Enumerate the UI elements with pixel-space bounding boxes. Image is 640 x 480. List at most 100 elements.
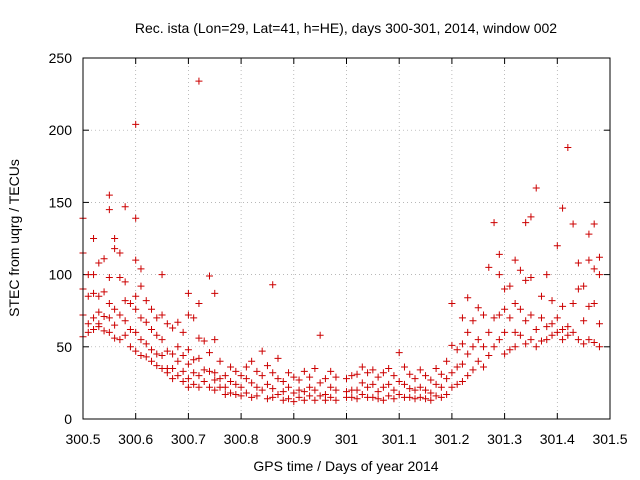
data-point — [242, 363, 250, 371]
data-point — [490, 314, 498, 322]
data-point — [132, 328, 140, 336]
data-point — [285, 383, 293, 391]
data-point — [190, 380, 198, 388]
data-point — [158, 271, 166, 279]
data-point — [142, 318, 150, 326]
data-point — [327, 367, 335, 375]
data-point — [358, 363, 366, 371]
data-point — [274, 354, 282, 362]
data-point — [121, 203, 129, 211]
data-point — [195, 77, 203, 85]
data-point — [395, 349, 403, 357]
data-point — [300, 396, 308, 404]
x-tick-label: 301.2 — [434, 431, 469, 447]
data-point — [458, 314, 466, 322]
data-point — [95, 323, 103, 331]
data-point — [559, 325, 567, 333]
data-point — [163, 347, 171, 355]
data-point — [485, 263, 493, 271]
data-point — [253, 383, 261, 391]
data-point — [379, 396, 387, 404]
data-point — [585, 230, 593, 238]
data-point — [474, 336, 482, 344]
data-point — [190, 356, 198, 364]
x-tick-label: 300.5 — [65, 431, 100, 447]
data-point — [369, 380, 377, 388]
data-point — [537, 292, 545, 300]
data-point — [495, 336, 503, 344]
data-point — [548, 320, 556, 328]
data-point — [400, 363, 408, 371]
data-point — [358, 390, 366, 398]
data-point — [111, 321, 119, 329]
data-point — [174, 343, 182, 351]
data-point — [585, 302, 593, 310]
data-point — [374, 388, 382, 396]
data-point — [590, 265, 598, 273]
data-point — [179, 377, 187, 385]
data-point — [153, 350, 161, 358]
data-point — [253, 367, 261, 375]
data-point — [142, 353, 150, 361]
data-point — [485, 328, 493, 336]
x-tick-label: 300.9 — [276, 431, 311, 447]
data-point — [327, 393, 335, 401]
data-point — [232, 367, 240, 375]
data-point — [464, 350, 472, 358]
data-point — [184, 375, 192, 383]
data-point — [248, 379, 256, 387]
data-point — [501, 305, 509, 313]
data-point — [121, 278, 129, 286]
data-point — [437, 393, 445, 401]
data-point — [574, 259, 582, 267]
data-point — [332, 373, 340, 381]
data-point — [232, 390, 240, 398]
data-point — [274, 390, 282, 398]
data-point — [279, 388, 287, 396]
plot-frame — [82, 57, 611, 420]
data-point — [416, 393, 424, 401]
data-point — [432, 380, 440, 388]
data-point — [316, 392, 324, 400]
data-point — [585, 256, 593, 264]
data-point — [148, 305, 156, 313]
axis-ticks — [82, 57, 611, 420]
data-point — [422, 395, 430, 403]
data-point — [232, 380, 240, 388]
data-point — [242, 389, 250, 397]
data-point — [263, 395, 271, 403]
data-point — [385, 364, 393, 372]
data-point — [522, 219, 530, 227]
data-point — [559, 302, 567, 310]
data-point — [148, 325, 156, 333]
data-point — [553, 242, 561, 250]
data-point — [279, 396, 287, 404]
data-point — [200, 337, 208, 345]
data-point — [400, 380, 408, 388]
data-point — [90, 325, 98, 333]
data-point — [590, 299, 598, 307]
data-point — [495, 271, 503, 279]
data-point — [95, 308, 103, 316]
data-point — [595, 320, 603, 328]
tick-labels: 300.5 300.6 300.7 300.8 300.9 301 301.1 301.2 30… — [49, 50, 628, 447]
data-point — [511, 299, 519, 307]
data-point — [590, 220, 598, 228]
data-point — [564, 144, 572, 152]
data-point — [100, 327, 108, 335]
data-point — [105, 328, 113, 336]
data-point — [100, 288, 108, 296]
data-point — [527, 273, 535, 281]
data-point — [105, 191, 113, 199]
data-point — [295, 386, 303, 394]
data-point — [126, 299, 134, 307]
data-point — [458, 340, 466, 348]
data-point — [411, 395, 419, 403]
data-point — [511, 328, 519, 336]
data-point — [221, 383, 229, 391]
data-point — [169, 375, 177, 383]
data-point — [221, 372, 229, 380]
data-point — [290, 389, 298, 397]
data-point — [111, 334, 119, 342]
